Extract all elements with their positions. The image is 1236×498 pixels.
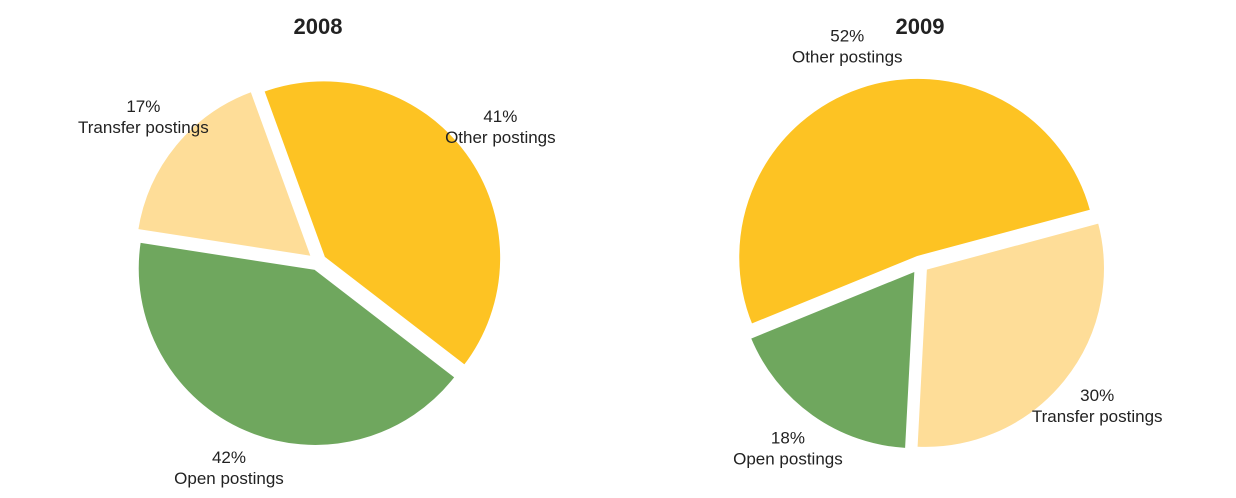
pie-slice <box>134 88 315 260</box>
category-label: Open postings <box>174 469 284 488</box>
category-label: Other postings <box>445 128 556 147</box>
category-label: Other postings <box>792 47 903 66</box>
category-label: Transfer postings <box>78 118 209 137</box>
pie-slice <box>736 75 1094 328</box>
value-label: 17% <box>126 97 160 116</box>
value-label: 42% <box>212 448 246 467</box>
value-label: 30% <box>1080 386 1114 405</box>
pie-slice <box>914 219 1107 450</box>
category-label: Open postings <box>733 449 843 468</box>
chart-title: 2009 <box>896 14 945 39</box>
category-label: Transfer postings <box>1032 407 1163 426</box>
pie-slice <box>260 78 504 369</box>
pie-slice <box>747 267 918 452</box>
chart-title: 2008 <box>294 14 343 39</box>
pie-slice <box>135 239 459 448</box>
value-label: 41% <box>483 107 517 126</box>
value-label: 52% <box>830 26 864 45</box>
value-label: 18% <box>771 428 805 447</box>
